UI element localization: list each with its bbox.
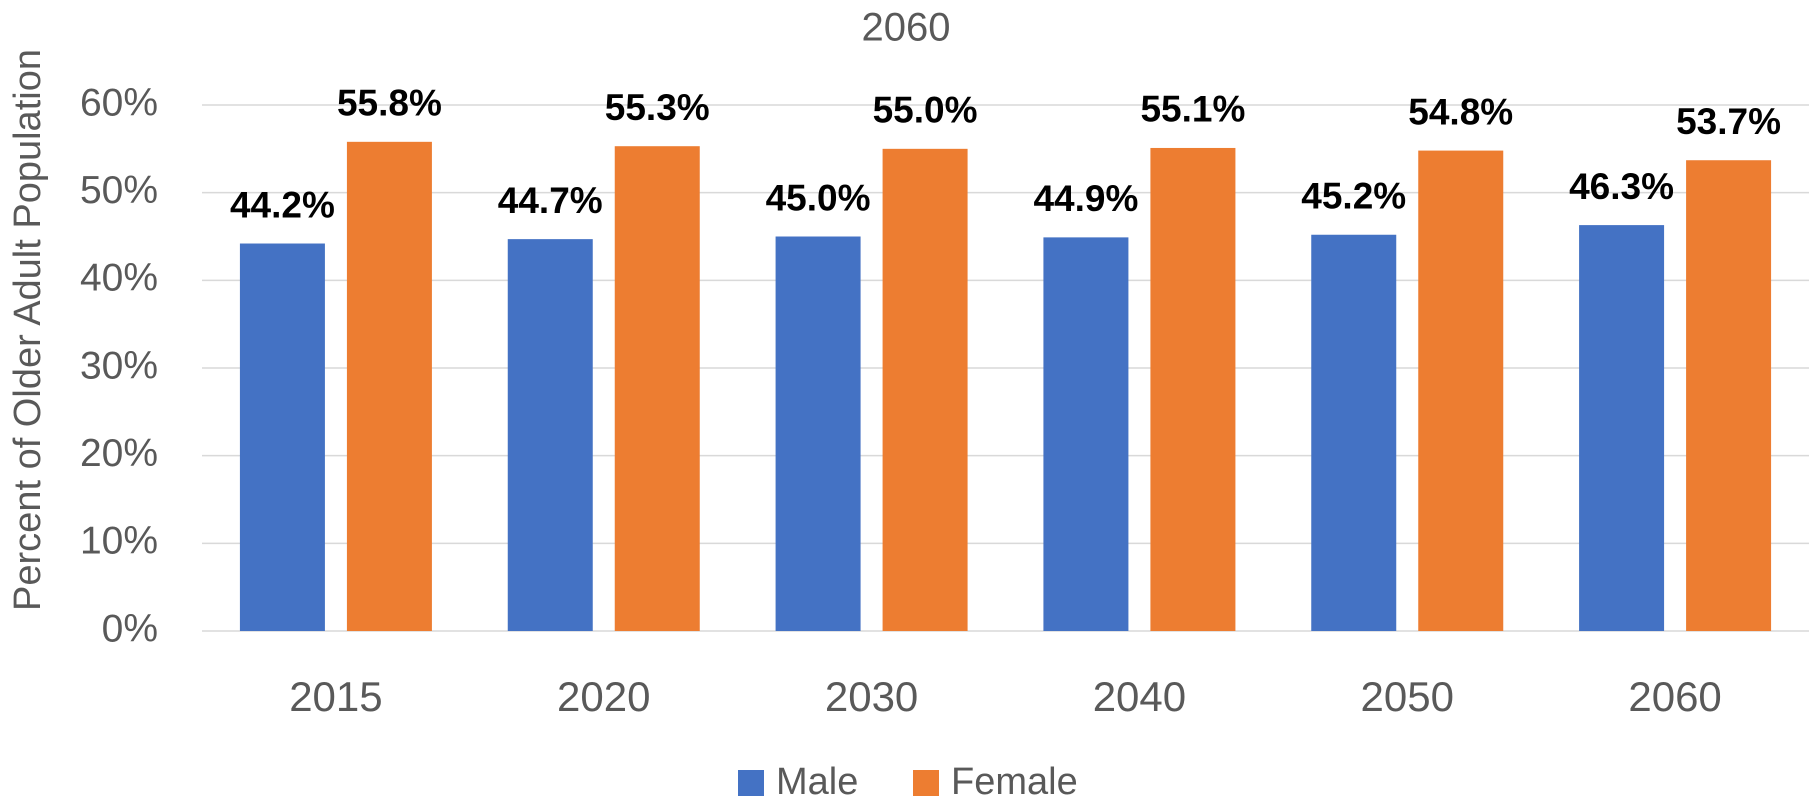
legend-label: Male [776, 761, 858, 803]
x-tick-label: 2050 [1361, 673, 1454, 720]
bar [1043, 237, 1129, 632]
bar [1311, 234, 1397, 631]
legend-swatch [738, 770, 764, 796]
bar [1686, 160, 1772, 632]
data-label: 53.7% [1676, 101, 1781, 142]
legend-swatch [913, 770, 939, 796]
data-label: 46.3% [1569, 166, 1674, 207]
y-tick-label: 30% [80, 344, 158, 387]
bar [614, 146, 700, 631]
bar [1418, 150, 1504, 631]
chart-title: 2060 [862, 6, 951, 50]
bar [239, 243, 325, 631]
y-axis-label: Percent of Older Adult Population [7, 49, 49, 611]
data-label: 45.2% [1301, 176, 1406, 217]
x-tick-label: 2040 [1093, 673, 1186, 720]
x-tick-label: 2020 [557, 673, 650, 720]
bar [775, 236, 861, 631]
bar [1150, 147, 1236, 631]
y-tick-label: 20% [80, 432, 158, 475]
legend-label: Female [951, 761, 1078, 803]
data-label: 44.2% [230, 184, 335, 225]
x-tick-label: 2060 [1628, 673, 1721, 720]
data-label: 55.3% [605, 87, 710, 128]
bar [346, 141, 432, 631]
data-label: 44.7% [498, 180, 603, 221]
x-tick-label: 2015 [289, 673, 382, 720]
data-label: 55.8% [337, 83, 442, 124]
data-label: 55.0% [873, 90, 978, 131]
bar [507, 239, 593, 631]
x-tick-label: 2030 [825, 673, 918, 720]
data-label: 44.9% [1033, 178, 1138, 219]
data-label: 54.8% [1408, 91, 1513, 132]
data-label: 55.1% [1140, 89, 1245, 130]
y-tick-label: 40% [80, 257, 158, 300]
y-tick-label: 0% [102, 607, 158, 650]
y-tick-label: 50% [80, 169, 158, 212]
bar [882, 148, 968, 632]
y-tick-label: 10% [80, 520, 158, 563]
bar [1579, 225, 1665, 631]
y-tick-label: 60% [80, 81, 158, 124]
data-label: 45.0% [766, 177, 871, 218]
